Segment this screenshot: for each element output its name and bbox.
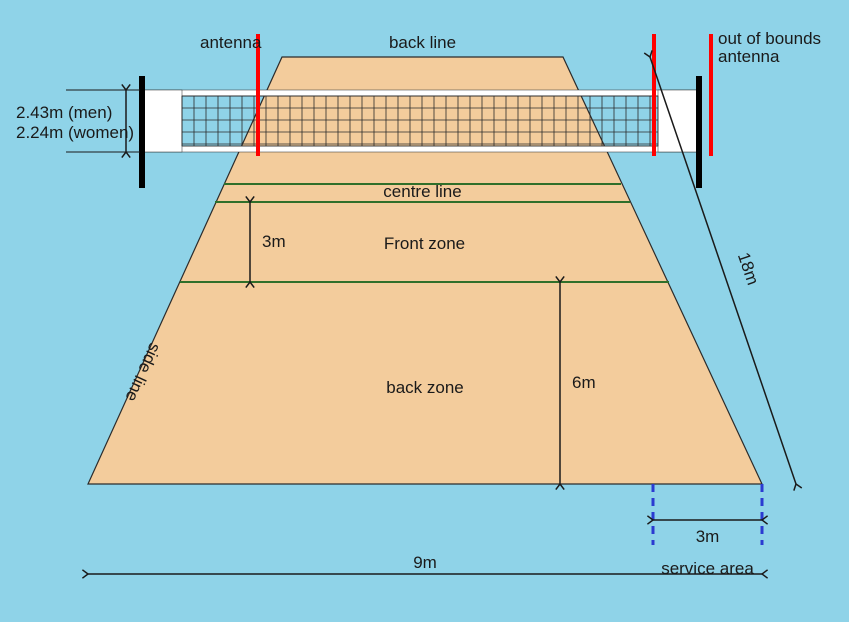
label-antenna-left: antenna — [200, 33, 262, 52]
label-net-height-women: 2.24m (women) — [16, 123, 134, 142]
dim-6m-backzone: 6m — [572, 373, 596, 392]
label-back-zone: back zone — [386, 378, 464, 397]
diagram-svg: 9m2.43m (men)2.24m (women)3m6m18m3mservi… — [0, 0, 849, 622]
label-service-area: service area — [661, 559, 754, 578]
label-back-line: back line — [389, 33, 456, 52]
dim-3m-frontzone: 3m — [262, 232, 286, 251]
label-oob2: antenna — [718, 47, 780, 66]
label-net-height-men: 2.43m (men) — [16, 103, 112, 122]
label-centre-line: centre line — [383, 182, 461, 201]
volleyball-court-diagram: 9m2.43m (men)2.24m (women)3m6m18m3mservi… — [0, 0, 849, 622]
label-front-zone: Front zone — [384, 234, 465, 253]
label-oob1: out of bounds — [718, 29, 821, 48]
dim-3m-service: 3m — [696, 527, 720, 546]
dim-9m: 9m — [413, 553, 437, 572]
